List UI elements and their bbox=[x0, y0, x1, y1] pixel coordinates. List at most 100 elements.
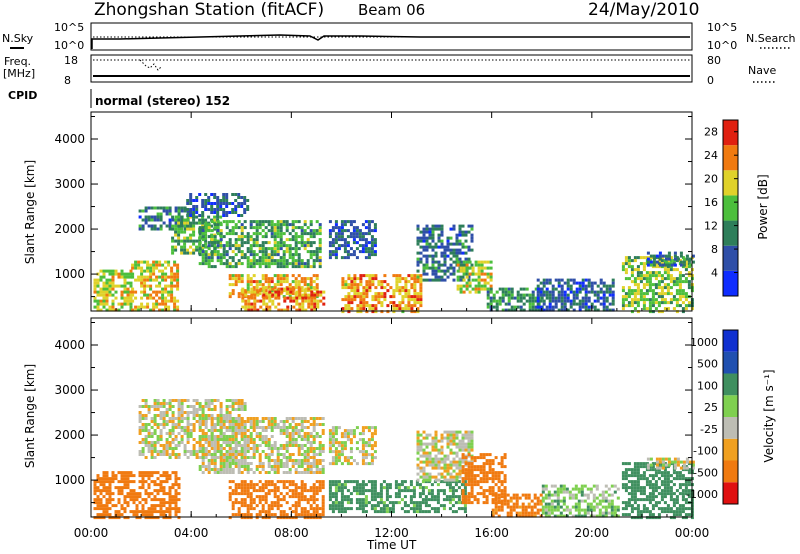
power-cell bbox=[371, 277, 375, 281]
power-cell bbox=[252, 262, 256, 266]
power-cell bbox=[183, 206, 187, 210]
power-cell bbox=[249, 253, 253, 257]
power-cell bbox=[210, 259, 214, 263]
velocity-cell bbox=[147, 447, 151, 450]
velocity-cell bbox=[189, 411, 193, 414]
power-cell bbox=[456, 284, 460, 288]
power-cell bbox=[551, 290, 555, 294]
power-cell bbox=[531, 299, 535, 303]
power-cell bbox=[539, 287, 543, 291]
velocity-cell bbox=[436, 510, 440, 514]
velocity-cell bbox=[291, 459, 295, 462]
velocity-cell bbox=[165, 402, 169, 405]
velocity-cell bbox=[153, 498, 157, 502]
velocity-cell bbox=[285, 480, 289, 484]
velocity-cell bbox=[309, 516, 313, 520]
power-cell bbox=[437, 224, 441, 228]
power-cell bbox=[117, 302, 121, 306]
velocity-cell bbox=[312, 483, 316, 487]
power-cell bbox=[676, 257, 680, 261]
velocity-cell bbox=[192, 438, 196, 441]
power-cell bbox=[480, 272, 484, 276]
velocity-cell bbox=[273, 513, 277, 517]
power-cell bbox=[253, 302, 257, 306]
power-cell bbox=[593, 299, 597, 303]
power-cell bbox=[267, 241, 271, 245]
velocity-cell bbox=[306, 447, 310, 450]
power-cell bbox=[277, 287, 281, 291]
velocity-cell bbox=[312, 441, 316, 444]
velocity-cell bbox=[267, 456, 271, 459]
power-cell bbox=[210, 235, 214, 239]
power-cell bbox=[138, 227, 142, 231]
power-cell bbox=[401, 298, 405, 302]
velocity-cell bbox=[207, 453, 211, 456]
velocity-cell bbox=[243, 465, 247, 468]
power-cell bbox=[471, 287, 475, 291]
velocity-cell bbox=[234, 459, 238, 462]
power-cell bbox=[663, 268, 667, 272]
power-cell bbox=[167, 290, 171, 294]
velocity-cell bbox=[249, 462, 253, 465]
power-cell bbox=[141, 209, 145, 213]
power-cell bbox=[156, 215, 160, 219]
velocity-cell bbox=[147, 486, 151, 490]
power-cell bbox=[483, 266, 487, 270]
power-cell bbox=[105, 284, 109, 288]
velocity-cell bbox=[300, 489, 304, 493]
power-cell bbox=[443, 272, 447, 276]
power-cell bbox=[153, 218, 157, 222]
power-cell bbox=[649, 260, 653, 264]
power-cell bbox=[282, 232, 286, 236]
power-cell bbox=[189, 236, 193, 240]
velocity-cell bbox=[343, 435, 347, 439]
power-cell bbox=[673, 254, 677, 258]
power-cell bbox=[525, 299, 529, 303]
power-cell bbox=[624, 271, 628, 275]
power-cell bbox=[93, 278, 97, 282]
power-cell bbox=[261, 253, 265, 257]
velocity-cell bbox=[162, 444, 166, 447]
power-cell bbox=[602, 299, 606, 303]
velocity-cell bbox=[431, 466, 435, 470]
power-cell bbox=[146, 263, 150, 267]
power-cell bbox=[271, 302, 275, 306]
velocity-cell bbox=[379, 498, 383, 502]
velocity-cell bbox=[457, 501, 461, 505]
velocity-cell bbox=[455, 436, 459, 440]
power-cell bbox=[652, 257, 656, 261]
velocity-cell bbox=[409, 501, 413, 505]
velocity-cell bbox=[237, 444, 241, 447]
power-cell bbox=[675, 268, 679, 272]
power-cell bbox=[365, 292, 369, 296]
velocity-cell bbox=[294, 510, 298, 514]
velocity-cell bbox=[168, 405, 172, 408]
power-cell bbox=[452, 269, 456, 273]
velocity-cell bbox=[452, 463, 456, 467]
velocity-cell bbox=[355, 489, 359, 493]
power-cell bbox=[201, 205, 205, 208]
velocity-cell bbox=[361, 498, 365, 502]
power-cell bbox=[225, 244, 229, 248]
velocity-cell bbox=[458, 469, 462, 473]
power-cell bbox=[114, 269, 118, 273]
velocity-cell bbox=[177, 498, 181, 502]
power-cell bbox=[358, 250, 362, 254]
velocity-cell bbox=[120, 489, 124, 493]
velocity-cell bbox=[240, 501, 244, 505]
velocity-cell bbox=[443, 463, 447, 467]
power-cell bbox=[636, 289, 640, 293]
velocity-cell bbox=[186, 426, 190, 429]
velocity-cell bbox=[454, 495, 458, 499]
power-cell bbox=[560, 290, 564, 294]
velocity-cell bbox=[315, 432, 319, 435]
power-cell bbox=[189, 245, 193, 249]
power-cell bbox=[344, 304, 348, 308]
velocity-cell bbox=[147, 513, 151, 517]
velocity-cell bbox=[264, 453, 268, 456]
velocity-cell bbox=[464, 474, 468, 478]
velocity-cell bbox=[334, 459, 338, 463]
velocity-cell bbox=[126, 480, 130, 484]
power-cell bbox=[309, 250, 313, 254]
